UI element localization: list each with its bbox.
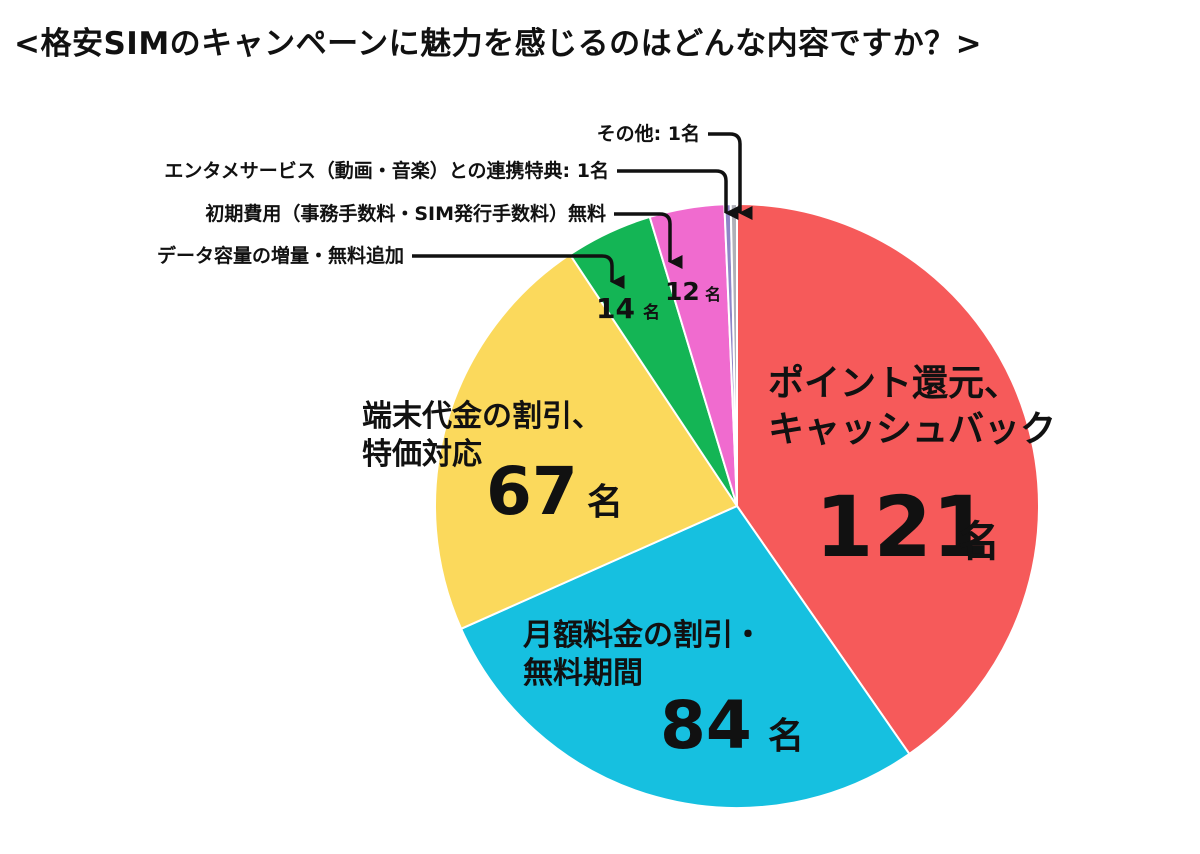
slice-unit-0: 名 (958, 517, 1000, 566)
slice-label-0-line-0: ポイント還元、 (768, 362, 1020, 404)
slice-value-2: 67 (486, 453, 578, 530)
slice-value-4: 12 (665, 277, 700, 306)
slice-value-1: 84 (660, 687, 752, 764)
callout-label-3: その他: 1名 (597, 122, 700, 145)
slice-label-1-line-0: 月額料金の割引・ (523, 618, 763, 653)
slice-unit-3: 名 (643, 302, 660, 323)
slice-label-0-line-1: キャッシュバック (768, 409, 1056, 450)
callout-arrow-2 (617, 169, 739, 220)
slice-label-1-line-1: 無料期間 (523, 656, 643, 691)
callout-arrow-0 (412, 254, 625, 289)
pie-slice-6 (729, 202, 738, 507)
callout-arrow-3 (708, 132, 753, 220)
callout-label-1: 初期費用（事務手数料・SIM発行手数料）無料 (205, 202, 606, 225)
callout-arrow-1 (614, 212, 683, 269)
slice-unit-2: 名 (587, 482, 623, 523)
page-title: <格安SIMのキャンペーンに魅力を感じるのはどんな内容ですか？> (14, 26, 983, 62)
slice-unit-4: 名 (705, 285, 721, 304)
slice-value-0: 121 (815, 478, 990, 576)
slice-value-3: 14 (596, 292, 635, 325)
pie-slice-2 (434, 253, 739, 631)
slice-unit-1: 名 (768, 716, 804, 757)
slice-label-2-line-1: 特価対応 (362, 437, 482, 472)
pie-slice-1 (459, 504, 911, 809)
callout-label-2: エンタメサービス（動画・音楽）との連携特典: 1名 (164, 159, 609, 182)
pie-slice-0 (736, 202, 1041, 756)
slice-label-2-line-0: 端末代金の割引、 (362, 399, 602, 434)
callout-label-0: データ容量の増量・無料追加 (157, 244, 404, 267)
